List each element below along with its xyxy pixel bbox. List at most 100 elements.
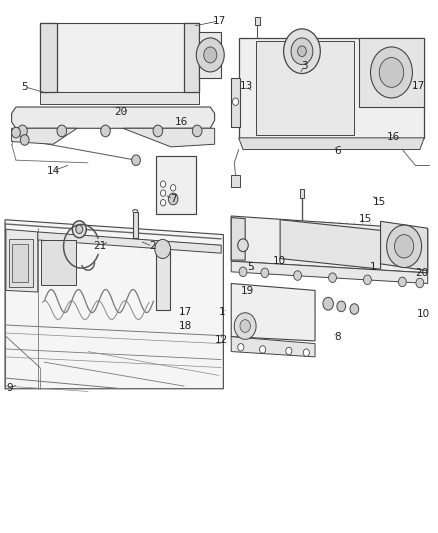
Polygon shape [231, 284, 315, 341]
Circle shape [239, 267, 247, 277]
Text: 17: 17 [179, 306, 192, 317]
Circle shape [170, 184, 176, 191]
Circle shape [76, 225, 83, 233]
Text: 19: 19 [241, 286, 254, 296]
Polygon shape [6, 229, 38, 292]
Text: 20: 20 [114, 107, 127, 117]
Circle shape [153, 125, 162, 137]
Circle shape [323, 297, 333, 310]
Bar [228, 1, 437, 203]
Circle shape [371, 47, 413, 98]
Polygon shape [239, 38, 424, 138]
Circle shape [160, 199, 166, 206]
Text: 17: 17 [411, 81, 425, 91]
Bar [155, 156, 196, 214]
Bar [184, 23, 199, 92]
Circle shape [101, 125, 110, 137]
Text: 7: 7 [170, 194, 177, 204]
Bar [155, 249, 170, 310]
Circle shape [328, 273, 336, 282]
Circle shape [293, 271, 301, 280]
Bar [133, 212, 138, 238]
Text: 16: 16 [387, 132, 400, 142]
Circle shape [379, 58, 404, 87]
Circle shape [395, 235, 414, 258]
Circle shape [303, 349, 309, 357]
Text: 10: 10 [417, 309, 430, 319]
Bar [40, 23, 57, 92]
Text: 20: 20 [416, 269, 429, 278]
Bar [228, 203, 437, 394]
Circle shape [387, 225, 422, 268]
Circle shape [291, 38, 313, 64]
Bar [41, 240, 76, 285]
Circle shape [18, 125, 27, 137]
Text: 12: 12 [215, 335, 228, 345]
Circle shape [12, 127, 20, 138]
Circle shape [399, 277, 406, 287]
Polygon shape [280, 220, 381, 269]
Polygon shape [40, 23, 199, 92]
Circle shape [155, 239, 170, 259]
Text: 13: 13 [240, 81, 253, 91]
Text: 5: 5 [247, 262, 254, 271]
Circle shape [204, 47, 217, 63]
Text: 9: 9 [6, 383, 13, 393]
Text: 3: 3 [301, 61, 307, 71]
Circle shape [416, 278, 424, 288]
Text: 5: 5 [21, 82, 28, 92]
Bar [12, 244, 28, 282]
Circle shape [364, 275, 371, 285]
Text: 14: 14 [46, 166, 60, 176]
Text: 6: 6 [335, 146, 341, 156]
Polygon shape [231, 337, 315, 357]
Text: 21: 21 [94, 241, 107, 251]
Circle shape [168, 193, 178, 205]
Circle shape [196, 38, 224, 72]
Circle shape [160, 190, 166, 196]
Text: 1: 1 [219, 306, 226, 317]
Circle shape [238, 239, 248, 252]
Bar [5, 3, 228, 203]
Circle shape [260, 346, 266, 353]
Bar [9, 239, 32, 287]
Circle shape [132, 155, 141, 165]
Circle shape [297, 46, 306, 56]
Polygon shape [12, 128, 77, 144]
Circle shape [20, 135, 29, 146]
Text: 15: 15 [373, 197, 386, 207]
Polygon shape [199, 31, 221, 78]
Circle shape [337, 301, 346, 312]
Circle shape [57, 125, 67, 137]
Circle shape [261, 268, 269, 278]
Circle shape [286, 348, 292, 355]
Polygon shape [231, 261, 427, 284]
Polygon shape [231, 217, 245, 260]
Circle shape [192, 125, 202, 137]
Circle shape [72, 221, 86, 238]
Bar [231, 175, 240, 187]
Polygon shape [256, 41, 354, 135]
Bar [1, 208, 228, 394]
Polygon shape [123, 128, 215, 147]
Text: 15: 15 [359, 214, 372, 224]
Circle shape [234, 313, 256, 340]
Circle shape [350, 304, 359, 314]
Text: 18: 18 [179, 321, 192, 331]
Text: 17: 17 [212, 16, 226, 26]
Text: 2: 2 [149, 241, 156, 251]
Text: 8: 8 [335, 332, 341, 342]
Polygon shape [231, 216, 427, 273]
Text: 10: 10 [273, 256, 286, 266]
Circle shape [238, 344, 244, 351]
Polygon shape [231, 78, 240, 127]
Polygon shape [5, 220, 223, 389]
Bar [255, 17, 260, 25]
Circle shape [233, 98, 239, 106]
Polygon shape [381, 221, 427, 271]
Polygon shape [359, 38, 424, 107]
Circle shape [160, 181, 166, 187]
Circle shape [240, 320, 251, 333]
Text: 1: 1 [369, 262, 376, 271]
Polygon shape [38, 232, 221, 253]
